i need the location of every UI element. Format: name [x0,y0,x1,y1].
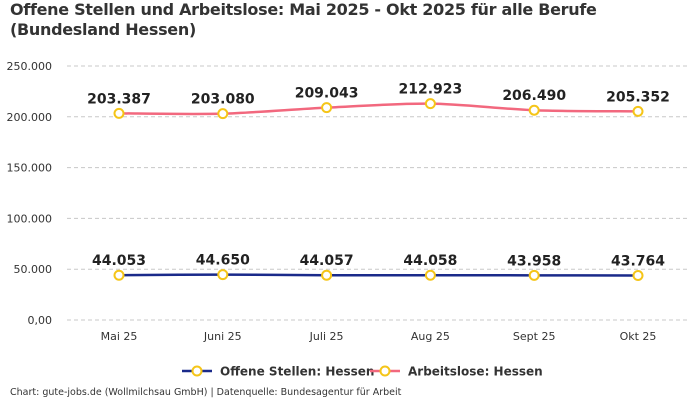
y-tick-label: 50.000 [14,263,53,276]
data-label: 212.923 [399,82,463,98]
data-label: 203.387 [87,91,151,107]
legend-label: Offene Stellen: Hessen [220,365,374,379]
legend-label: Arbeitslose: Hessen [408,365,543,379]
data-point [217,108,229,120]
chart-title: Offene Stellen und Arbeitslose: Mai 2025… [10,0,597,39]
data-label: 209.043 [295,86,359,102]
data-label: 44.058 [403,253,457,269]
legend-marker [191,365,203,377]
y-tick-label: 150.000 [7,162,53,175]
data-point [424,269,436,281]
x-tick-label: Juni 25 [203,330,242,343]
y-tick-label: 0,00 [28,314,53,327]
y-tick-label: 200.000 [7,111,53,124]
data-point [528,269,540,281]
y-tick-label: 250.000 [7,60,53,73]
data-label: 206.490 [502,88,566,104]
x-tick-label: Sept 25 [513,330,556,343]
x-tick-label: Mai 25 [101,330,138,343]
data-label: 43.958 [507,253,561,269]
data-label: 44.650 [196,253,250,269]
y-tick-label: 100.000 [7,212,53,225]
data-point [113,107,125,119]
data-label: 205.352 [606,89,670,105]
data-point [113,269,125,281]
data-point [424,98,436,110]
series-line [118,102,639,116]
legend-marker [379,365,391,377]
data-point [217,269,229,281]
data-point [528,104,540,116]
x-tick-label: Juli 25 [309,330,344,343]
data-label: 203.080 [191,92,255,108]
data-label: 44.057 [300,253,354,269]
data-point [321,102,333,114]
series-line [118,273,639,277]
data-point [632,270,644,282]
x-tick-label: Aug 25 [411,330,450,343]
data-label: 44.053 [92,253,146,269]
data-point [321,269,333,281]
data-label: 43.764 [611,254,665,270]
x-tick-label: Okt 25 [620,330,657,343]
data-point [632,105,644,117]
chart-source-footer: Chart: gute-jobs.de (Wollmilchsau GmbH) … [10,387,402,398]
